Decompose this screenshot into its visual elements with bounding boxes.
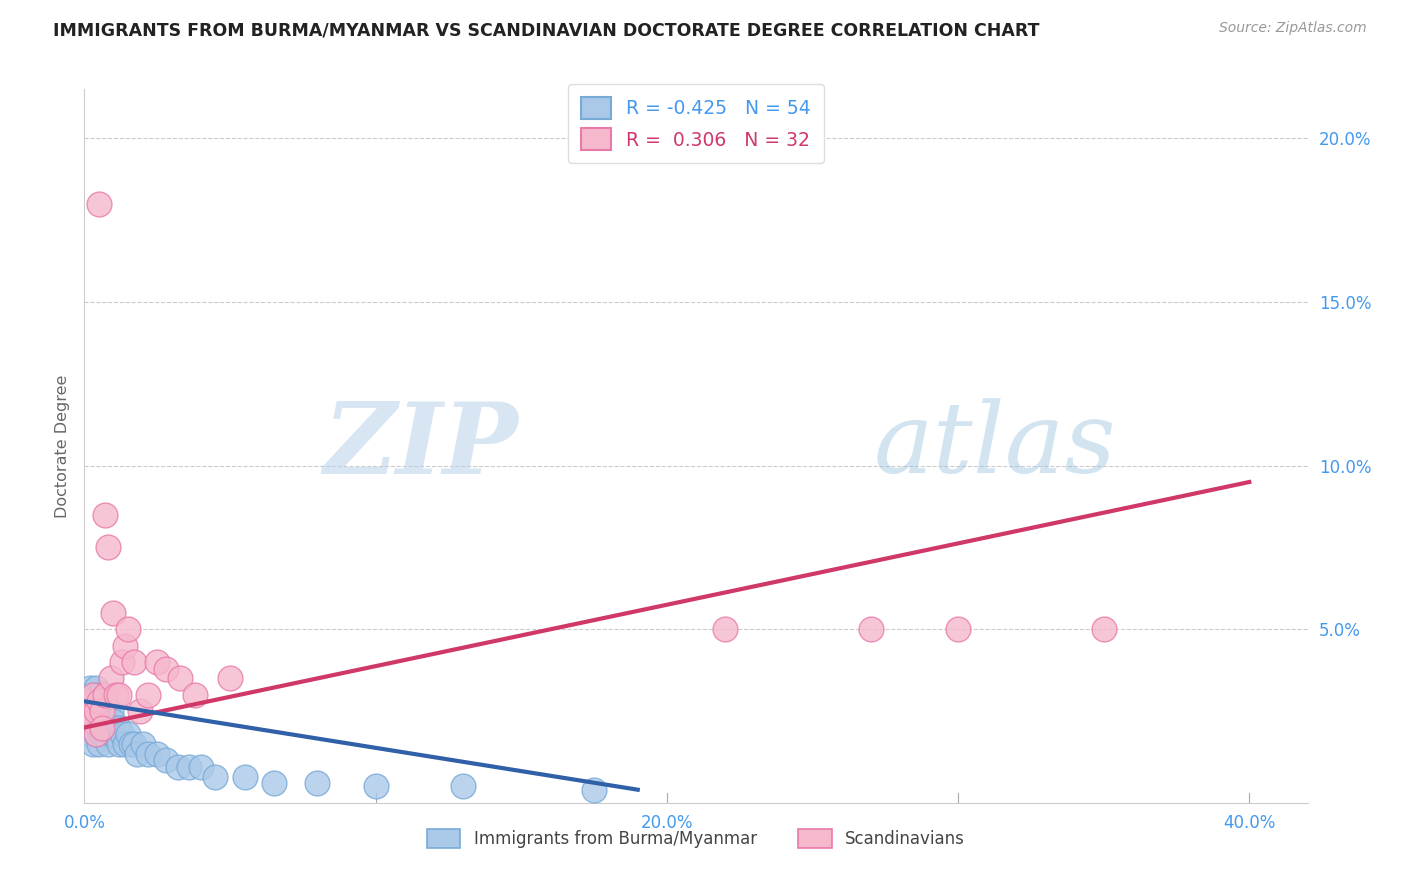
- Point: [97, 721, 120, 735]
- Y-axis label: Doctorate Degree: Doctorate Degree: [55, 375, 70, 517]
- Point: [1092, 623, 1115, 637]
- Point: [364, 780, 387, 794]
- Point: [76, 688, 98, 702]
- Point: [87, 196, 110, 211]
- Point: [84, 727, 107, 741]
- Text: IMMIGRANTS FROM BURMA/MYANMAR VS SCANDINAVIAN DOCTORATE DEGREE CORRELATION CHART: IMMIGRANTS FROM BURMA/MYANMAR VS SCANDIN…: [53, 21, 1040, 39]
- Point: [451, 780, 474, 794]
- Point: [90, 727, 112, 741]
- Point: [79, 694, 101, 708]
- Text: ZIP: ZIP: [323, 398, 519, 494]
- Point: [93, 698, 115, 712]
- Point: [84, 681, 107, 696]
- Point: [146, 655, 169, 669]
- Point: [184, 688, 207, 702]
- Point: [307, 776, 329, 790]
- Point: [117, 623, 139, 637]
- Point: [87, 737, 110, 751]
- Point: [105, 688, 128, 702]
- Point: [76, 704, 98, 718]
- Point: [122, 655, 145, 669]
- Point: [82, 714, 104, 728]
- Point: [204, 770, 226, 784]
- Point: [105, 721, 128, 735]
- Text: Source: ZipAtlas.com: Source: ZipAtlas.com: [1219, 21, 1367, 36]
- Point: [82, 688, 104, 702]
- Point: [93, 714, 115, 728]
- Point: [120, 737, 142, 751]
- Point: [138, 747, 160, 761]
- Point: [114, 737, 136, 751]
- Point: [859, 623, 882, 637]
- Point: [583, 782, 606, 797]
- Point: [84, 714, 107, 728]
- Point: [87, 694, 110, 708]
- Point: [82, 688, 104, 702]
- Point: [90, 714, 112, 728]
- Point: [233, 770, 256, 784]
- Point: [97, 704, 120, 718]
- Point: [79, 694, 101, 708]
- Point: [87, 721, 110, 735]
- Legend: Immigrants from Burma/Myanmar, Scandinavians: Immigrants from Burma/Myanmar, Scandinav…: [420, 822, 972, 855]
- Point: [155, 662, 177, 676]
- Point: [100, 727, 122, 741]
- Point: [108, 737, 131, 751]
- Point: [93, 508, 115, 522]
- Point: [111, 727, 134, 741]
- Point: [84, 727, 107, 741]
- Point: [131, 737, 153, 751]
- Point: [190, 760, 212, 774]
- Point: [84, 694, 107, 708]
- Point: [128, 704, 150, 718]
- Point: [76, 704, 98, 718]
- Point: [100, 704, 122, 718]
- Point: [97, 737, 120, 751]
- Point: [146, 747, 169, 761]
- Point: [103, 714, 125, 728]
- Point: [117, 727, 139, 741]
- Point: [76, 714, 98, 728]
- Point: [90, 721, 112, 735]
- Text: atlas: atlas: [873, 399, 1116, 493]
- Point: [97, 541, 120, 555]
- Point: [946, 623, 969, 637]
- Point: [179, 760, 201, 774]
- Point: [79, 681, 101, 696]
- Point: [111, 655, 134, 669]
- Point: [103, 606, 125, 620]
- Point: [82, 704, 104, 718]
- Point: [122, 737, 145, 751]
- Point: [100, 672, 122, 686]
- Point: [93, 688, 115, 702]
- Point: [138, 688, 160, 702]
- Point: [103, 727, 125, 741]
- Point: [90, 704, 112, 718]
- Point: [155, 753, 177, 767]
- Point: [90, 694, 112, 708]
- Point: [263, 776, 285, 790]
- Point: [219, 672, 242, 686]
- Point: [166, 760, 188, 774]
- Point: [79, 727, 101, 741]
- Point: [87, 688, 110, 702]
- Point: [87, 704, 110, 718]
- Point: [93, 727, 115, 741]
- Point: [82, 737, 104, 751]
- Point: [108, 721, 131, 735]
- Point: [84, 704, 107, 718]
- Point: [714, 623, 737, 637]
- Point: [125, 747, 148, 761]
- Point: [82, 721, 104, 735]
- Point: [114, 639, 136, 653]
- Point: [169, 672, 191, 686]
- Point: [108, 688, 131, 702]
